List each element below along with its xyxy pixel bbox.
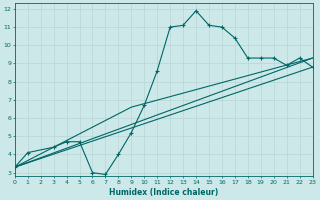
X-axis label: Humidex (Indice chaleur): Humidex (Indice chaleur) <box>109 188 218 197</box>
